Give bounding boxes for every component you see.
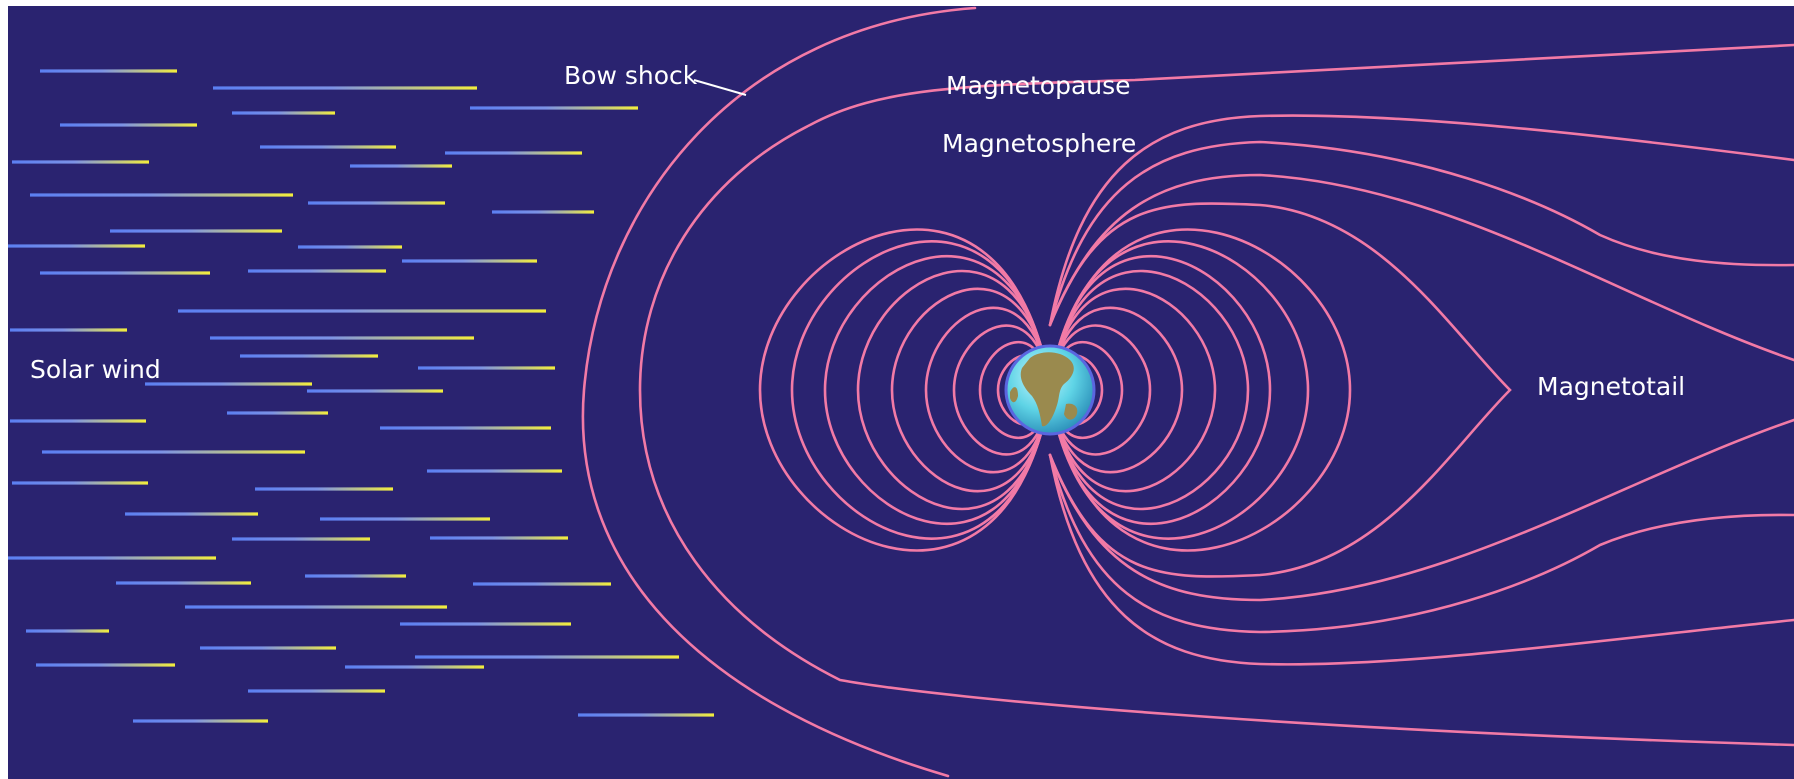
closed-field-line <box>856 269 1052 511</box>
solar-wind-streak <box>110 229 282 233</box>
solar-wind-streak <box>418 366 555 370</box>
bow-shock-line <box>581 6 977 778</box>
solar-wind-streak <box>60 123 197 127</box>
closed-field-line <box>978 340 1052 440</box>
closed-field-line <box>1048 324 1152 456</box>
magnetopause-label: Magnetopause <box>946 71 1131 100</box>
solar-wind-streak <box>42 450 305 454</box>
solar-wind-streak <box>350 164 452 168</box>
solar-wind-label: Solar wind <box>30 355 161 384</box>
tail-field-line <box>1048 453 1794 666</box>
closed-field-line <box>1048 306 1184 474</box>
solar-wind-streak <box>308 201 445 205</box>
solar-wind-streak <box>260 145 396 149</box>
tail-field-line <box>1048 453 1794 634</box>
solar-wind-streak <box>307 389 443 393</box>
solar-wind-streak <box>10 419 146 423</box>
solar-wind-streak <box>210 336 474 340</box>
solar-wind-streak <box>200 646 336 650</box>
solar-wind-streak <box>473 582 611 586</box>
solar-wind-streak <box>185 605 447 609</box>
solar-wind-streak <box>320 517 490 521</box>
solar-wind-streak <box>116 581 251 585</box>
solar-wind-streak <box>402 259 537 263</box>
solar-wind-streak <box>36 663 175 667</box>
solar-wind-streak <box>255 487 393 491</box>
solar-wind-streak <box>445 151 582 155</box>
closed-field-line <box>1048 269 1250 511</box>
tail-field-line <box>1048 173 1794 362</box>
tail-field-line <box>1048 140 1794 327</box>
solar-wind-streak <box>227 411 328 415</box>
solar-wind-streaks <box>8 69 714 723</box>
magnetotail-label: Magnetotail <box>1537 372 1685 401</box>
solar-wind-streak <box>30 193 293 197</box>
solar-wind-streak <box>10 328 127 332</box>
solar-wind-streak <box>240 354 378 358</box>
solar-wind-streak <box>345 665 484 669</box>
closed-field-line <box>1048 287 1217 493</box>
closed-field-line <box>952 324 1052 456</box>
tail-field-line <box>1048 114 1794 327</box>
solar-wind-streak <box>8 556 216 560</box>
closed-field-line <box>924 306 1052 474</box>
magnetopause-line <box>638 43 1794 747</box>
closed-field-line <box>1048 340 1124 440</box>
solar-wind-streak <box>430 536 568 540</box>
solar-wind-streak <box>298 245 402 249</box>
solar-wind-streak <box>415 655 679 659</box>
magnetosphere-label: Magnetosphere <box>942 129 1136 158</box>
solar-wind-streak <box>492 210 594 214</box>
solar-wind-streak <box>40 69 177 73</box>
solar-wind-streak <box>232 111 335 115</box>
solar-wind-streak <box>400 622 571 626</box>
solar-wind-streak <box>470 106 638 110</box>
closed-field-line <box>758 228 1052 552</box>
solar-wind-streak <box>427 469 562 473</box>
closed-field-line <box>890 287 1052 493</box>
solar-wind-streak <box>248 689 385 693</box>
solar-wind-streak <box>26 629 109 633</box>
solar-wind-streak <box>145 382 312 386</box>
field-lines <box>581 6 1794 778</box>
earth-globe-icon <box>1004 344 1096 436</box>
solar-wind-streak <box>8 244 145 248</box>
solar-wind-streak <box>248 269 386 273</box>
closed-field-line <box>1048 255 1272 525</box>
closed-field-line <box>1048 240 1310 540</box>
solar-wind-streak <box>213 86 477 90</box>
solar-wind-streak <box>40 271 210 275</box>
closed-field-line <box>1048 202 1512 578</box>
solar-wind-streak <box>305 574 406 578</box>
closed-field-line <box>823 255 1052 525</box>
space-background <box>8 6 1794 779</box>
closed-field-line <box>1048 228 1352 552</box>
tail-field-line <box>1048 418 1794 602</box>
solar-wind-streak <box>232 537 370 541</box>
solar-wind-streak <box>380 426 551 430</box>
solar-wind-streak <box>133 719 268 723</box>
solar-wind-streak <box>12 481 148 485</box>
closed-field-line <box>790 240 1052 540</box>
solar-wind-streak <box>125 512 258 516</box>
bow-shock-label: Bow shock <box>564 61 698 90</box>
solar-wind-streak <box>12 160 149 164</box>
solar-wind-streak <box>178 309 546 313</box>
bow-shock-leader <box>693 79 747 96</box>
solar-wind-streak <box>578 713 714 717</box>
